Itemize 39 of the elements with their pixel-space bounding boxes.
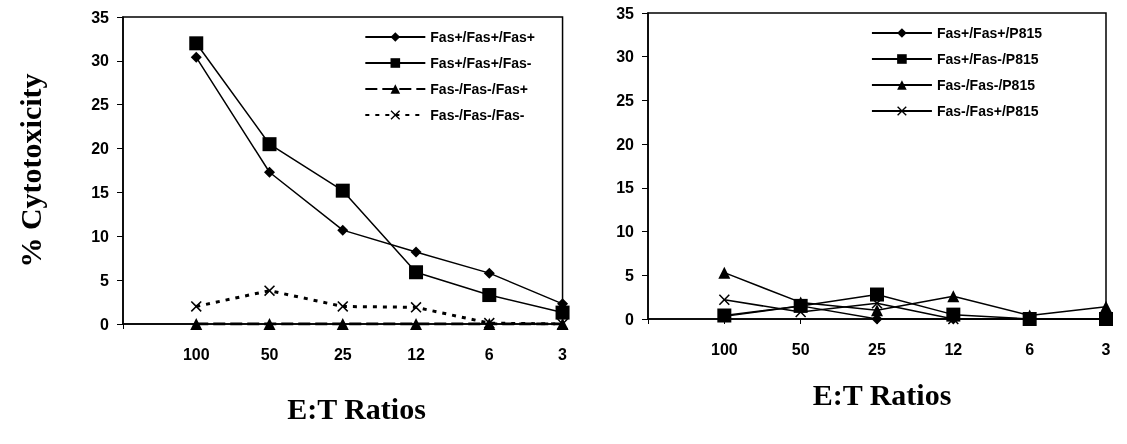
legend-label: Fas+/Fas+/P815 xyxy=(936,25,1043,41)
x-axis-title: E:T Ratios xyxy=(287,391,426,425)
y-tick-label: 15 xyxy=(91,183,110,201)
y-tick-label: 35 xyxy=(91,8,110,26)
y-tick-label: 20 xyxy=(616,135,635,153)
x-tick-label: 25 xyxy=(333,345,352,363)
x-tick-label: 100 xyxy=(182,345,210,363)
legend-label: Fas-/Fas+/P815 xyxy=(936,103,1039,119)
x-tick-label: 12 xyxy=(407,345,426,363)
y-tick-label: 25 xyxy=(616,91,635,109)
legend-label: Fas+/Fas-/P815 xyxy=(936,51,1039,67)
legend-label: Fas+/Fas+/Fas- xyxy=(430,55,532,71)
x-axis-title: E:T Ratios xyxy=(812,377,952,411)
y-tick-label: 0 xyxy=(625,310,635,328)
legend-label: Fas-/Fas-/Fas- xyxy=(430,107,525,123)
x-tick-label: 50 xyxy=(260,345,279,363)
y-tick-label: 35 xyxy=(616,4,635,22)
y-tick-label: 20 xyxy=(91,140,110,158)
x-tick-label: 3 xyxy=(1101,340,1111,358)
x-tick-label: 3 xyxy=(558,345,568,363)
x-tick-label: 25 xyxy=(868,340,886,358)
x-tick-label: 100 xyxy=(710,340,738,358)
y-tick-label: 30 xyxy=(91,52,110,70)
y-tick-label: 5 xyxy=(625,266,635,284)
x-tick-label: 6 xyxy=(484,345,494,363)
y-tick-label: 5 xyxy=(100,271,110,289)
y-axis-title: % Cytotoxicity xyxy=(13,73,47,268)
y-tick-label: 10 xyxy=(91,227,110,245)
legend-label: Fas-/Fas-/Fas+ xyxy=(430,81,528,97)
y-tick-label: 10 xyxy=(616,223,635,241)
legend-label: Fas-/Fas-/P815 xyxy=(936,77,1036,93)
y-tick-label: 15 xyxy=(616,179,635,197)
y-tick-label: 25 xyxy=(91,96,110,114)
x-tick-label: 6 xyxy=(1025,340,1035,358)
legend-label: Fas+/Fas+/Fas+ xyxy=(430,29,536,45)
y-tick-label: 30 xyxy=(616,48,635,66)
x-tick-label: 12 xyxy=(944,340,963,358)
x-tick-label: 50 xyxy=(791,340,810,358)
y-tick-label: 0 xyxy=(100,315,110,333)
